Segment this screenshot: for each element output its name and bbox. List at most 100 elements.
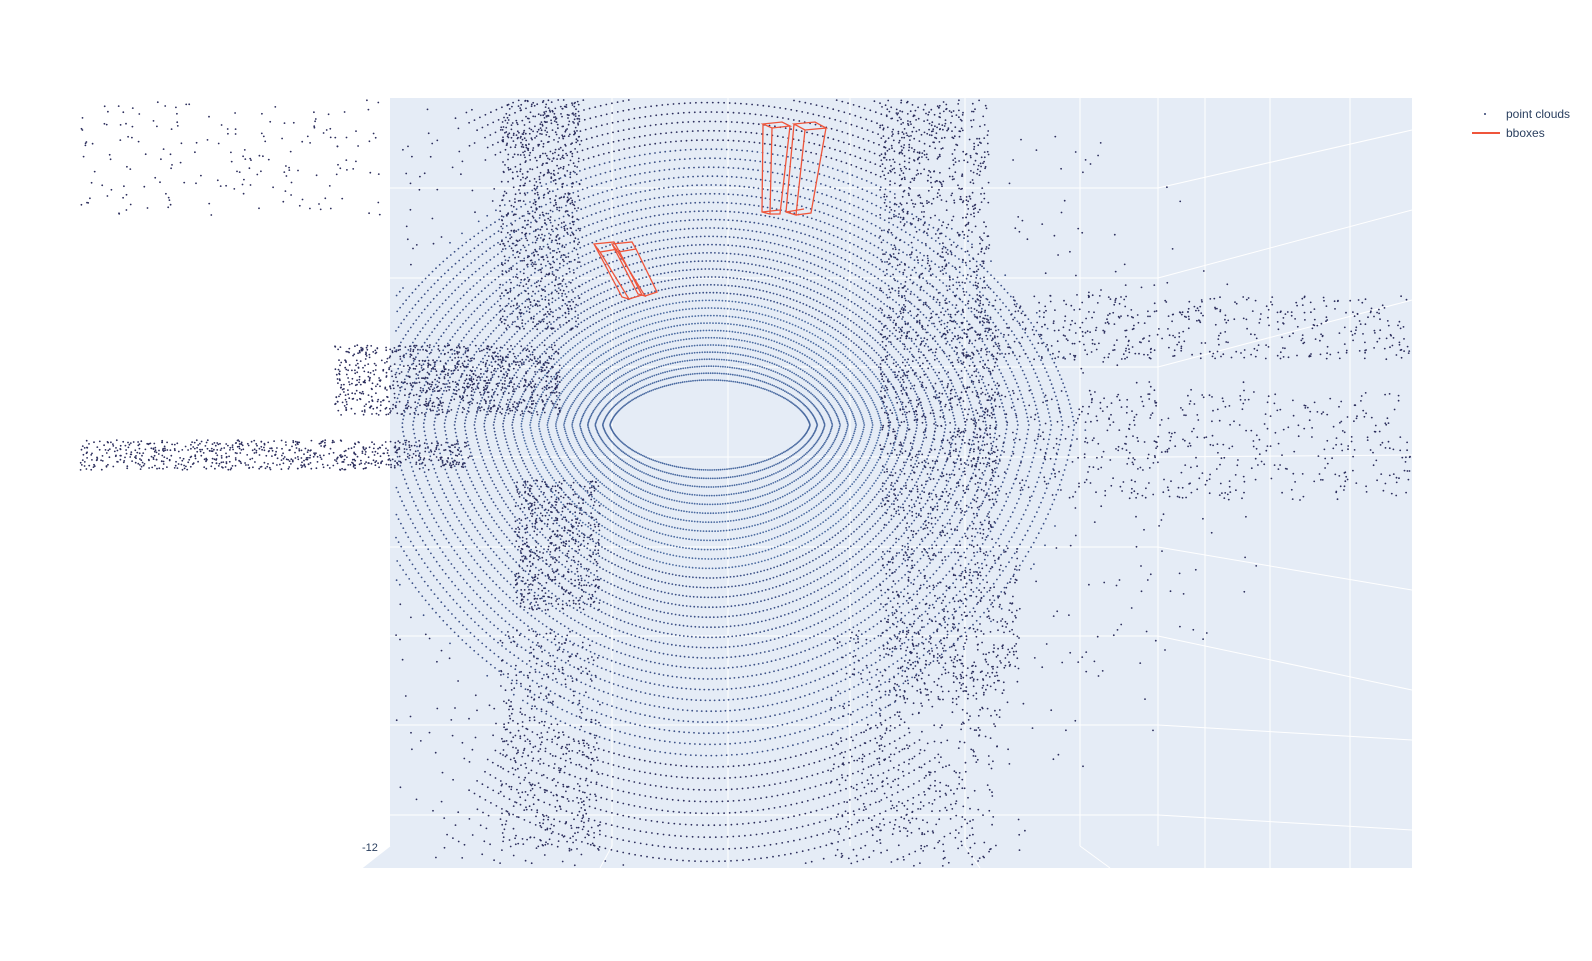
point-marker (764, 502, 767, 505)
point-marker (825, 409, 827, 411)
point-marker (598, 435, 601, 438)
point-marker (542, 493, 545, 496)
point-marker (886, 351, 889, 354)
point-marker (583, 412, 585, 415)
point-marker (644, 546, 647, 549)
point-marker (759, 351, 762, 353)
point-marker (875, 351, 878, 354)
point-marker (764, 459, 766, 462)
point-marker (861, 384, 864, 387)
point-marker (599, 346, 601, 348)
point-marker (593, 497, 596, 500)
point-marker (800, 534, 803, 537)
point-marker (706, 358, 708, 361)
point-marker (886, 537, 889, 539)
point-marker (696, 520, 699, 523)
point-marker (839, 445, 841, 448)
point-marker (649, 383, 652, 385)
point-marker (748, 383, 751, 386)
point-marker (720, 557, 723, 560)
point-marker (847, 338, 850, 340)
point-marker (675, 309, 678, 312)
point-marker (645, 384, 648, 387)
point-marker (580, 429, 583, 432)
point-marker (825, 410, 828, 413)
point-marker (798, 458, 801, 460)
point-marker (817, 345, 820, 348)
point-marker (809, 571, 812, 574)
point-marker (564, 375, 566, 377)
point-marker (730, 605, 733, 608)
point-marker (770, 369, 772, 372)
point-marker (675, 545, 678, 548)
point-marker (603, 406, 606, 409)
point-marker (850, 330, 853, 332)
point-marker (700, 468, 703, 471)
point-marker (855, 516, 858, 519)
point-marker (485, 466, 488, 469)
point-marker (611, 490, 614, 493)
point-marker (662, 350, 665, 352)
point-marker (564, 554, 567, 557)
point-marker (837, 369, 840, 372)
point-marker (806, 287, 809, 290)
point-marker (668, 355, 671, 358)
point-marker (526, 403, 529, 405)
point-marker (619, 556, 622, 558)
point-marker (553, 363, 556, 366)
point-marker (788, 602, 791, 604)
point-marker (563, 428, 566, 431)
point-marker (583, 534, 586, 537)
point-marker (642, 489, 645, 492)
point-marker (803, 370, 806, 373)
point-marker (850, 410, 853, 413)
point-marker (588, 344, 590, 347)
point-marker (792, 462, 794, 465)
point-marker (815, 308, 817, 311)
point-marker (706, 539, 708, 542)
point-marker (624, 316, 627, 318)
point-marker (769, 291, 771, 294)
point-marker (778, 387, 781, 390)
point-marker (721, 299, 724, 302)
point-marker (495, 370, 497, 373)
point-marker (821, 311, 824, 314)
point-marker (710, 276, 713, 278)
point-marker (870, 471, 872, 474)
point-marker (685, 475, 687, 478)
point-marker (854, 420, 857, 423)
point-marker (922, 468, 924, 470)
point-marker (702, 586, 705, 589)
point-marker (558, 337, 561, 340)
point-marker (597, 479, 600, 482)
point-marker (740, 466, 743, 468)
point-marker (641, 526, 644, 529)
point-marker (795, 341, 798, 344)
point-marker (607, 487, 610, 490)
point-marker (569, 369, 572, 371)
point-marker (871, 399, 874, 402)
point-marker (524, 465, 527, 468)
point-marker (792, 315, 794, 318)
point-marker (810, 478, 812, 481)
point-marker (895, 512, 897, 515)
point-marker (814, 334, 817, 337)
point-marker (806, 355, 809, 358)
point-marker (776, 301, 779, 304)
point-marker (759, 469, 762, 472)
point-marker (756, 371, 758, 374)
point-marker (812, 385, 814, 388)
point-marker (596, 347, 599, 350)
point-marker (612, 573, 614, 576)
point-marker (630, 474, 632, 476)
point-marker (813, 496, 816, 498)
point-marker (602, 504, 605, 507)
point-marker (858, 315, 860, 318)
point-marker (519, 491, 521, 493)
point-marker (563, 464, 565, 467)
point-marker (535, 386, 538, 388)
point-marker (523, 439, 526, 442)
point-marker (599, 401, 601, 404)
point-marker (819, 413, 822, 415)
